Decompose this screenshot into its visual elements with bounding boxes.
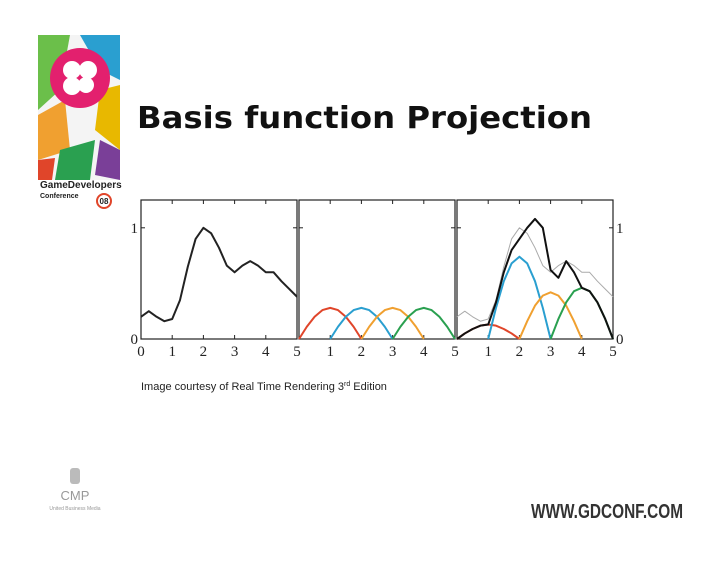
x-tick-label: 1 bbox=[168, 344, 176, 360]
sponsor-tagline: United Business Media bbox=[49, 506, 100, 512]
sponsor-mark bbox=[70, 468, 80, 484]
x-tick-label: 3 bbox=[389, 344, 397, 360]
series-line bbox=[456, 217, 614, 340]
caption-sup: rd bbox=[344, 381, 350, 388]
series-line bbox=[518, 291, 583, 340]
y-tick-label: 1 bbox=[616, 221, 624, 237]
caption-text: Image courtesy of Real Time Rendering 3 bbox=[141, 381, 344, 393]
y-tick-label: 1 bbox=[131, 221, 139, 237]
x-tick-label: 4 bbox=[578, 344, 586, 360]
x-tick-label: 5 bbox=[293, 344, 301, 360]
url: WWW.GDCONF.COM bbox=[531, 501, 683, 523]
logo-badge bbox=[96, 193, 112, 209]
x-tick-label: 1 bbox=[484, 344, 492, 360]
sponsor-name: CMP bbox=[61, 488, 90, 503]
x-tick-label: 5 bbox=[451, 344, 459, 360]
x-tick-label: 2 bbox=[200, 344, 208, 360]
x-tick-label: 5 bbox=[609, 344, 617, 360]
plot-frame bbox=[140, 199, 298, 340]
x-tick-label: 0 bbox=[137, 344, 145, 360]
logo-year: 08 bbox=[100, 197, 109, 206]
caption: Image courtesy of Real Time Rendering 3r… bbox=[141, 381, 387, 393]
series-line bbox=[140, 226, 298, 323]
decoration bbox=[38, 35, 120, 180]
plot-frame bbox=[298, 199, 456, 340]
x-tick-label: 2 bbox=[358, 344, 366, 360]
y-tick-label: 0 bbox=[616, 332, 624, 348]
slide-title: Basis function Projection bbox=[137, 101, 592, 136]
x-tick-label: 3 bbox=[547, 344, 555, 360]
series-line bbox=[329, 306, 394, 340]
x-tick-label: 2 bbox=[516, 344, 524, 360]
x-tick-label: 4 bbox=[262, 344, 270, 360]
series-line bbox=[298, 306, 363, 340]
plot-frame bbox=[456, 199, 614, 340]
caption-text: Edition bbox=[350, 381, 387, 393]
x-tick-label: 3 bbox=[231, 344, 239, 360]
series-line bbox=[456, 227, 614, 322]
x-tick-label: 4 bbox=[420, 344, 428, 360]
y-tick-label: 0 bbox=[131, 332, 139, 348]
logo-event: Conference bbox=[40, 193, 79, 200]
series-line bbox=[360, 306, 425, 340]
series-line bbox=[391, 306, 456, 340]
logo-brand: GameDevelopers bbox=[40, 180, 122, 191]
x-tick-label: 1 bbox=[326, 344, 334, 360]
